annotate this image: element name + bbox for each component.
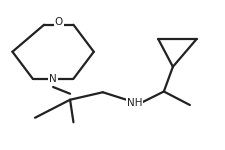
Text: O: O [54,17,63,27]
Text: NH: NH [126,98,142,108]
Text: N: N [49,74,57,84]
